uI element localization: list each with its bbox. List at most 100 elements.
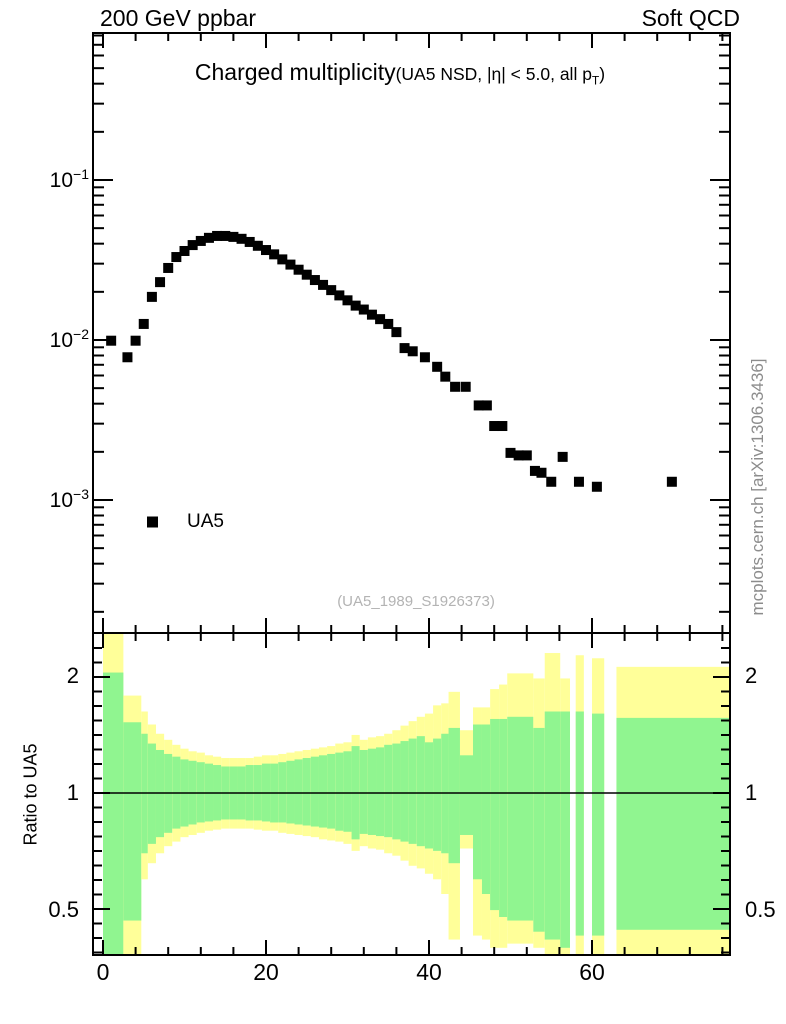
ratio-y-tick-label-right: 0.5 (745, 897, 776, 923)
data-point-square (342, 295, 353, 306)
ratio-band-green (490, 718, 500, 911)
legend-label: UA5 (187, 511, 224, 532)
data-point-square (146, 291, 157, 302)
data-point-square (236, 233, 247, 244)
data-point-square (293, 264, 304, 275)
watermark-text: mcplots.cern.ch [arXiv:1306.3436] (748, 358, 767, 616)
data-point-square (391, 327, 402, 338)
data-point-square (326, 285, 337, 296)
data-point-square (450, 381, 461, 392)
plot-title-pt-subscript: T (591, 73, 600, 88)
plot-title: Charged multiplicity(UA5 NSD, |η| < 5.0,… (60, 59, 740, 88)
data-point-square (155, 277, 166, 288)
data-point-square (666, 476, 677, 487)
data-point-square (195, 235, 206, 246)
main-y-tick-label: 10−1 (49, 166, 89, 192)
data-point-square (130, 335, 141, 346)
ratio-band-green (302, 758, 311, 826)
main-y-tick-label: 10−2 (49, 326, 89, 352)
data-point-square (440, 371, 451, 382)
data-point-square (505, 447, 516, 458)
ratio-band-green (376, 747, 385, 837)
data-point-square (244, 236, 255, 247)
ratio-y-tick-label-right: 2 (745, 662, 758, 688)
x-tick-label: 60 (579, 959, 605, 985)
ratio-band-green (392, 743, 401, 840)
x-tick-label: 20 (253, 959, 279, 985)
data-point-square (536, 467, 547, 478)
ratio-band-green (359, 749, 368, 834)
data-point-square (497, 421, 508, 432)
ratio-y-tick-label-left: 2 (66, 662, 79, 688)
plot-title-main: Charged multiplicity (194, 59, 396, 85)
data-point-square (573, 476, 584, 487)
data-point-square (138, 318, 149, 329)
data-point-square (383, 318, 394, 329)
data-point-square (407, 346, 418, 357)
x-tick-label: 40 (416, 959, 442, 985)
ratio-band-green (616, 717, 730, 930)
process-group-label: Soft QCD (641, 5, 740, 31)
analysis-reference-label: (UA5_1989_S1926373) (337, 593, 495, 610)
plot-title-detail: (UA5 NSD, |η| < 5.0, all pT) (395, 64, 606, 88)
data-point-square (481, 400, 492, 411)
main-panel-frame (92, 32, 731, 634)
data-point-square (460, 381, 471, 392)
ratio-band-green (433, 738, 442, 851)
ratio-band-green (310, 756, 319, 827)
ratio-y-tick-label-left: 1 (66, 780, 79, 805)
data-point-square (187, 240, 198, 251)
ratio-band-green (507, 716, 534, 921)
data-point-square (366, 309, 377, 320)
ratio-band-green (335, 752, 344, 831)
ratio-band-green (318, 755, 328, 828)
data-point-square (513, 450, 524, 461)
ratio-band-green (592, 713, 605, 936)
data-point-square (529, 465, 540, 476)
data-point-square (546, 476, 557, 487)
plot-title-detail-close: ) (599, 64, 606, 84)
data-point-square (220, 230, 231, 241)
data-point-square (318, 279, 329, 290)
data-point-square (334, 290, 345, 301)
legend-marker-square (147, 516, 158, 528)
data-point-square (301, 269, 312, 280)
ratio-band-green (481, 724, 491, 894)
ratio-band-green (459, 755, 474, 835)
data-point-square (228, 231, 239, 242)
main-y-tick-label: 10−3 (49, 486, 89, 512)
data-point-square (261, 245, 271, 256)
ratio-band-green (400, 741, 409, 842)
ratio-band-green (575, 711, 584, 936)
ratio-y-tick-label-right: 1 (745, 780, 758, 805)
data-point-square (269, 249, 280, 260)
ratio-band-green (473, 724, 482, 880)
data-point-square (591, 481, 602, 492)
data-points (106, 230, 677, 492)
data-point-square (432, 361, 443, 372)
beam-energy-label: 200 GeV ppbar (100, 5, 257, 31)
data-point-square (122, 352, 133, 363)
data-point-square (473, 400, 484, 411)
data-point-square (171, 252, 182, 263)
ratio-band-green (103, 672, 124, 956)
data-point-square (399, 343, 410, 354)
data-point-square (350, 300, 361, 311)
ratio-band-green (533, 727, 545, 932)
data-point-square (358, 304, 369, 315)
data-point-square (252, 240, 263, 251)
data-point-square (277, 254, 288, 265)
plot-title-detail-text: (UA5 NSD, |η| < 5.0, all p (395, 64, 592, 84)
ratio-band-green (294, 759, 303, 825)
data-point-square (521, 450, 532, 461)
ratio-band-green (367, 748, 377, 835)
ratio-y-tick-label-left: 0.5 (48, 897, 79, 923)
ratio-band-green (408, 738, 417, 844)
ratio-band-green (286, 760, 295, 824)
ratio-band-green (560, 711, 570, 948)
ratio-uncertainty-bands (103, 632, 730, 956)
ratio-band-green (499, 718, 508, 917)
ratio-band-green (424, 742, 434, 849)
x-tick-label: 0 (96, 959, 110, 985)
